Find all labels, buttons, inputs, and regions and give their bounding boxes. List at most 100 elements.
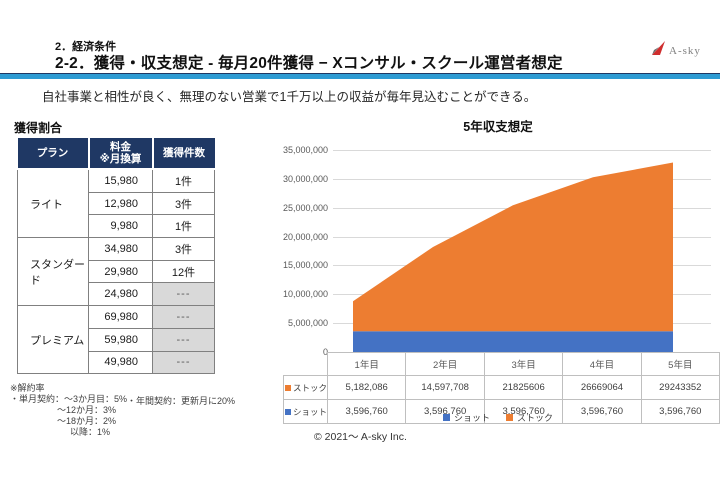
table-row: スタンダード 34,980 3件 bbox=[17, 237, 215, 307]
price-cell: 59,980 bbox=[88, 327, 153, 352]
table-row: 59,980 --- bbox=[18, 327, 215, 352]
price-cell: 49,980 bbox=[88, 350, 153, 375]
company-logo: A-sky bbox=[650, 40, 701, 61]
value-cell: 3,596,760 bbox=[327, 399, 407, 424]
churn-monthly-line: 以降：1% bbox=[70, 427, 111, 437]
year-header-cell: 4年目 bbox=[562, 352, 642, 376]
chart-data-table: 1年目 2年目 3年目 4年目 5年目 ストック 5,182,086 14,597,708 21… bbox=[282, 352, 720, 424]
plan-name-cell: ライト bbox=[17, 168, 89, 239]
area-series-ストック bbox=[353, 162, 673, 332]
y-tick-label: 35,000,000 bbox=[282, 145, 328, 155]
key-message: 自社事業と相性が良く、無理のない営業で1千万以上の収益が毎年見込むことができる。 bbox=[42, 90, 537, 104]
series-name: ストック bbox=[293, 382, 328, 393]
series-label-cell: ショット bbox=[282, 399, 329, 424]
price-cell: 24,980 bbox=[88, 282, 153, 307]
price-cell: 15,980 bbox=[88, 168, 153, 193]
series-name: ショット bbox=[293, 406, 328, 417]
data-table-row: ショット 3,596,760 3,596,760 3,596,760 3,596,760… bbox=[282, 399, 720, 424]
churn-notes-title: ※解約率 bbox=[10, 383, 45, 393]
plan-column-header: プラン bbox=[17, 138, 90, 170]
table-row: ライト 15,980 1件 bbox=[17, 168, 215, 239]
count-column-header: 獲得件数 bbox=[151, 138, 215, 170]
count-cell: --- bbox=[152, 327, 215, 352]
legend-marker-icon bbox=[285, 409, 291, 416]
count-cell: --- bbox=[152, 350, 215, 375]
value-cell: 26669064 bbox=[562, 375, 642, 400]
y-tick-label: 25,000,000 bbox=[282, 202, 328, 213]
y-tick-label: 20,000,000 bbox=[282, 231, 328, 242]
year-header-cell: 2年目 bbox=[405, 352, 485, 376]
legend-marker-icon bbox=[285, 385, 291, 392]
copyright: © 2021～ A-sky Inc. bbox=[314, 431, 407, 443]
value-cell: 29243352 bbox=[640, 375, 720, 400]
price-cell: 34,980 bbox=[88, 237, 153, 261]
price-column-header: 料金 ※月換算 bbox=[87, 138, 154, 170]
legend-item: ショット bbox=[442, 411, 490, 424]
count-cell: 3件 bbox=[152, 237, 215, 261]
count-cell: 12件 bbox=[152, 259, 215, 284]
churn-monthly-label: ・単月契約：～3か月目：5% bbox=[10, 394, 128, 404]
chart-plot-area bbox=[333, 150, 711, 353]
price-cell: 9,980 bbox=[88, 214, 153, 239]
value-cell: 14,597,708 bbox=[405, 375, 485, 400]
count-cell: 1件 bbox=[152, 168, 215, 193]
section-kicker: 2．経済条件 bbox=[55, 41, 117, 53]
churn-monthly-line: ～18か月：2% bbox=[57, 416, 117, 426]
acquisition-table-body: ライト 15,980 1件 12,980 3件 9,980 1件 スタンダード 34,980 3件… bbox=[17, 168, 215, 375]
count-cell: --- bbox=[152, 282, 215, 307]
data-table-header-row: 1年目 2年目 3年目 4年目 5年目 bbox=[284, 352, 720, 376]
y-tick-label: 30,000,000 bbox=[282, 173, 328, 184]
acquisition-table-title: 獲得割合 bbox=[14, 121, 63, 135]
table-row: 12,980 3件 bbox=[18, 191, 215, 216]
page-title: 2-2．獲得・収支想定 - 毎月20件獲得 − Xコンサル・スクール運営者想定 bbox=[55, 55, 563, 72]
year-header-cell: 5年目 bbox=[640, 352, 720, 376]
chart-data-table-body: 1年目 2年目 3年目 4年目 5年目 ストック 5,182,086 14,597,708 21… bbox=[282, 352, 720, 424]
y-tick-label: 5,000,000 bbox=[287, 318, 328, 329]
legend-label: ストック bbox=[517, 413, 554, 423]
price-cell: 69,980 bbox=[88, 305, 153, 329]
price-cell: 12,980 bbox=[88, 191, 153, 216]
churn-annual-note: ・年間契約：更新月に20% bbox=[127, 396, 236, 406]
data-table-row: ストック 5,182,086 14,597,708 21825606 26669064 2… bbox=[282, 375, 720, 400]
price-header-line2: ※月換算 bbox=[99, 153, 142, 165]
value-cell: 5,182,086 bbox=[327, 375, 407, 400]
price-cell: 29,980 bbox=[88, 259, 153, 284]
area-series-ショット bbox=[353, 331, 673, 352]
plan-name-cell: プレミアム bbox=[17, 305, 89, 375]
chart-legend: ショット ストック bbox=[283, 411, 713, 424]
year-header-cell: 1年目 bbox=[327, 352, 407, 376]
year-header-cell: 3年目 bbox=[483, 352, 564, 376]
table-row: 29,980 12件 bbox=[18, 259, 215, 284]
chart-y-axis: 0 5,000,000 10,000,000 15,000,000 20,000,000… bbox=[250, 145, 328, 357]
logo-text: A-sky bbox=[669, 44, 701, 57]
stacked-area-chart bbox=[353, 162, 673, 352]
table-row: 49,980 --- bbox=[18, 350, 215, 375]
chart-title: 5年収支想定 bbox=[463, 120, 533, 134]
plan-name-cell: スタンダード bbox=[17, 237, 89, 307]
churn-notes: ※解約率 ・単月契約：～3か月目：5% ～12か月：3% ～18か月：2% 以降… bbox=[10, 383, 127, 438]
price-header-line1: 料金 bbox=[110, 140, 131, 153]
acquisition-table-header-row: プラン 料金 ※月換算 獲得件数 bbox=[17, 138, 215, 170]
legend-marker-icon bbox=[442, 414, 450, 421]
count-cell: --- bbox=[152, 305, 215, 329]
count-cell: 1件 bbox=[152, 214, 215, 239]
value-cell: 3,596,760 bbox=[405, 399, 485, 424]
legend-label: ショット bbox=[453, 413, 490, 423]
legend-marker-icon bbox=[506, 414, 513, 421]
value-cell: 21825606 bbox=[483, 375, 564, 400]
y-tick-label: 0 bbox=[322, 347, 328, 357]
value-cell: 3,596,760 bbox=[640, 399, 720, 424]
header-divider bbox=[0, 73, 720, 79]
value-cell: 3,596,760 bbox=[483, 399, 564, 424]
gridline bbox=[333, 178, 711, 180]
data-table-corner bbox=[284, 353, 328, 376]
legend-item: ストック bbox=[506, 411, 553, 424]
series-label-cell: ストック bbox=[282, 375, 329, 400]
paper-plane-icon bbox=[650, 40, 666, 61]
churn-monthly-line: ～12か月：3% bbox=[57, 405, 117, 415]
gridline bbox=[333, 150, 711, 151]
acquisition-table: プラン 料金 ※月換算 獲得件数 ライト 15,980 1件 12,980 3件 9,98… bbox=[17, 138, 215, 375]
y-tick-label: 10,000,000 bbox=[282, 289, 328, 300]
table-row: プレミアム 69,980 --- bbox=[17, 305, 215, 375]
